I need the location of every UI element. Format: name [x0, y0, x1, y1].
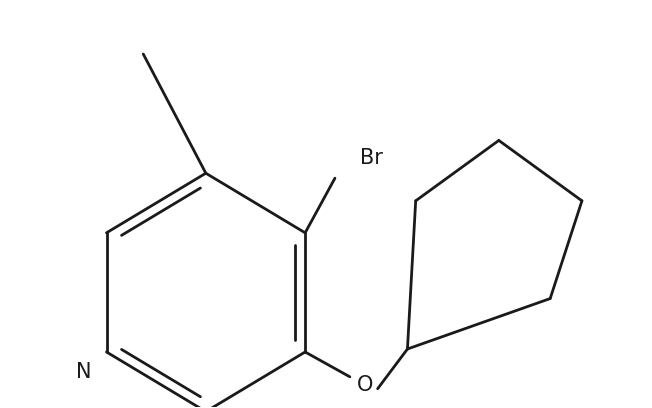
- Text: O: O: [357, 375, 373, 395]
- Text: Br: Br: [360, 149, 383, 169]
- Text: N: N: [76, 362, 91, 382]
